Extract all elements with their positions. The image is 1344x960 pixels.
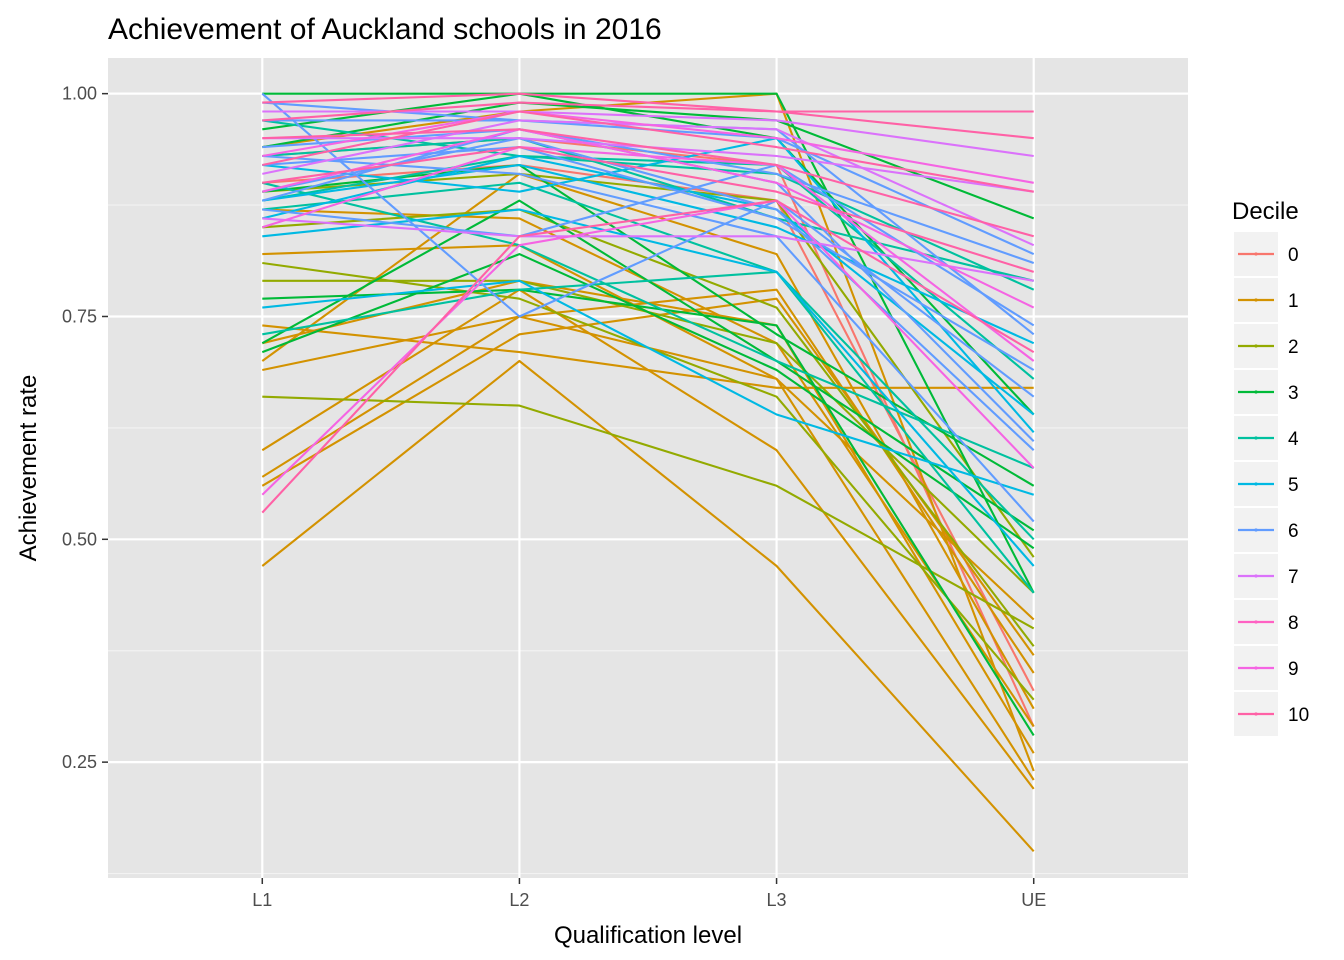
legend-key-dot xyxy=(1254,666,1258,670)
y-tick-label: 0.25 xyxy=(62,752,97,772)
legend-key-dot xyxy=(1254,344,1258,348)
legend-key-dot xyxy=(1254,436,1258,440)
series-line-decile-6 xyxy=(261,92,1035,398)
series-line-decile-2 xyxy=(262,395,1035,630)
series-line-decile-10 xyxy=(262,92,1034,113)
series-line-decile-4 xyxy=(262,181,1035,541)
legend-label: 5 xyxy=(1288,475,1299,496)
series-line-decile-9 xyxy=(262,128,1035,309)
legend-label: 8 xyxy=(1288,613,1299,634)
legend-label: 10 xyxy=(1288,705,1309,726)
y-tick-label: 1.00 xyxy=(62,84,97,104)
series-line-decile-8 xyxy=(262,217,1034,282)
legend-title: Decile xyxy=(1232,198,1299,225)
series-lines xyxy=(261,92,1035,853)
series-line-decile-10 xyxy=(262,128,1034,238)
chart-title: Achievement of Auckland schools in 2016 xyxy=(108,13,662,46)
legend-label: 2 xyxy=(1288,337,1299,358)
legend: Decile 0 1 2 3 4 5 6 7 8 9 10 xyxy=(1232,198,1309,736)
series-line-decile-1 xyxy=(261,172,1035,710)
series-line-decile-1 xyxy=(262,324,1034,389)
series-line-decile-10 xyxy=(262,101,1034,140)
legend-key-dot xyxy=(1254,252,1258,256)
legend-key-dot xyxy=(1254,712,1258,716)
legend-key-dot xyxy=(1254,528,1258,532)
x-tick-label: UE xyxy=(1021,890,1046,910)
legend-key-dot xyxy=(1254,390,1258,394)
x-axis: L1 L2 L3 UE xyxy=(252,878,1046,910)
legend-label: 0 xyxy=(1288,245,1299,266)
legend-keys: 0 1 2 3 4 5 6 7 8 9 10 xyxy=(1234,232,1309,736)
legend-label: 4 xyxy=(1288,429,1299,450)
y-tick-label: 0.50 xyxy=(62,529,97,549)
legend-key-dot xyxy=(1254,620,1258,624)
x-tick-label: L1 xyxy=(252,890,272,910)
y-tick-label: 0.75 xyxy=(62,306,97,326)
series-line-decile-1 xyxy=(261,359,1035,853)
legend-key-dot xyxy=(1254,482,1258,486)
y-axis-title: Achievement rate xyxy=(15,375,42,562)
legend-key-dot xyxy=(1254,574,1258,578)
series-line-decile-5 xyxy=(262,163,1035,345)
legend-label: 1 xyxy=(1288,291,1299,312)
series-line-decile-3 xyxy=(261,253,1035,550)
x-tick-label: L2 xyxy=(509,890,529,910)
series-line-decile-4 xyxy=(262,270,1035,594)
legend-label: 3 xyxy=(1288,383,1299,404)
series-line-decile-6 xyxy=(262,146,1035,371)
y-axis: 0.25 0.50 0.75 1.00 xyxy=(62,84,108,772)
series-line-decile-3 xyxy=(262,92,1035,594)
x-tick-label: L3 xyxy=(767,890,787,910)
x-axis-title: Qualification level xyxy=(554,922,742,949)
series-line-decile-5 xyxy=(262,279,1035,496)
series-line-decile-9 xyxy=(261,199,1035,496)
legend-label: 6 xyxy=(1288,521,1299,542)
series-line-decile-10 xyxy=(262,146,1035,273)
legend-label: 9 xyxy=(1288,659,1299,680)
series-line-decile-10 xyxy=(261,199,1035,514)
legend-key-dot xyxy=(1254,298,1258,302)
legend-label: 7 xyxy=(1288,567,1299,588)
series-line-decile-10 xyxy=(262,110,1034,193)
series-line-decile-4 xyxy=(262,181,1035,469)
